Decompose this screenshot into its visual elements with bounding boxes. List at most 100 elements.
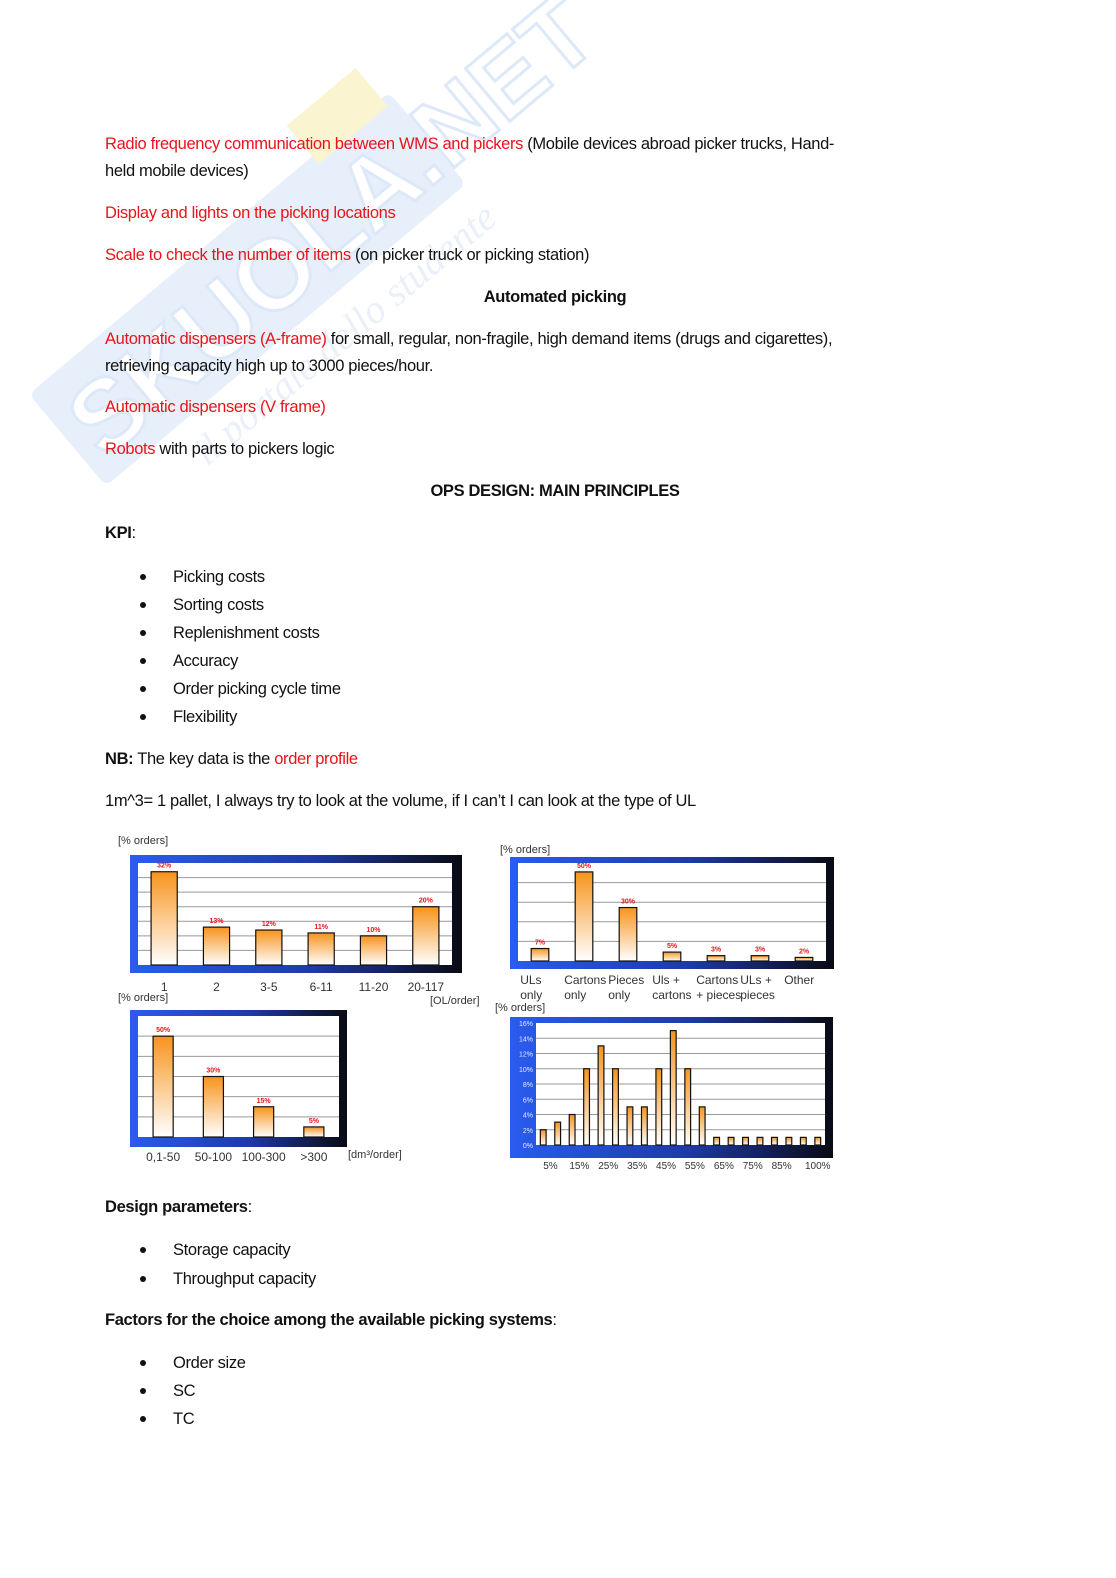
plot-area <box>138 863 452 965</box>
bar <box>662 951 682 962</box>
x-tick-label: 15% <box>569 1161 590 1172</box>
x-tick-label: 20-117 <box>407 980 445 994</box>
value-label: 11% <box>314 924 328 931</box>
y-tick-label: 6% <box>523 1097 533 1104</box>
value-label: 5% <box>309 1118 320 1125</box>
x-tick-label: 6-11 <box>309 980 333 994</box>
bar <box>669 1030 677 1146</box>
bar <box>742 1136 750 1146</box>
bar <box>152 1035 174 1138</box>
list-item-label: Picking costs <box>173 568 265 586</box>
bar <box>684 1068 692 1146</box>
value-label: 12% <box>262 921 277 928</box>
list-item-label: SC <box>173 1382 196 1400</box>
x-axis-label: [OL/order] <box>430 995 480 1007</box>
value-label: 10% <box>366 927 381 934</box>
x-tick-label: Cartons + pieces <box>696 973 742 1002</box>
body-text: for small, regular, non-fragile, high de… <box>326 330 833 348</box>
bullet-icon <box>140 1275 146 1282</box>
list-item-label: Order size <box>173 1354 246 1372</box>
x-tick-label: 65% <box>713 1161 734 1172</box>
bullet-icon <box>140 658 146 664</box>
bar <box>770 1136 778 1146</box>
x-tick-label: 85% <box>771 1161 792 1172</box>
x-tick-label: 50-100 <box>194 1150 233 1164</box>
highlight-text: Robots <box>105 440 156 458</box>
x-tick-label: ULs + pieces <box>740 973 775 1002</box>
list-item-label: Flexibility <box>173 708 237 726</box>
bar <box>359 935 388 966</box>
value-label: 30% <box>621 899 636 906</box>
y-axis-label: [% orders] <box>118 835 169 847</box>
value-label: 2% <box>799 948 810 955</box>
value-label: 50% <box>577 863 592 870</box>
list-item-label: Replenishment costs <box>173 624 320 642</box>
x-tick-label: ULs only <box>520 973 543 1002</box>
x-tick-label: 35% <box>627 1161 648 1172</box>
x-tick-label: 3-5 <box>260 980 278 994</box>
bullet-icon <box>140 574 146 580</box>
factors-label: Factors for the choice among the availab… <box>105 1307 557 1334</box>
x-tick-label: 25% <box>598 1161 619 1172</box>
bar-chart: 0% 2% 4% 6% 8% 10% 12% 14% 16% <box>510 1017 833 1158</box>
paragraph-vframe: Automatic dispensers (V frame) <box>105 398 326 416</box>
x-axis-label: [dm³/order] <box>348 1149 402 1161</box>
bar <box>202 926 231 966</box>
value-label: 5% <box>667 943 678 950</box>
colon: : <box>552 1311 557 1329</box>
bar <box>785 1136 793 1146</box>
bar <box>655 1068 663 1146</box>
bar <box>303 1126 325 1138</box>
bar-chart: 7% 50% 30% 5% 3% 3% 2% <box>510 857 834 969</box>
bar <box>568 1113 576 1146</box>
x-tick-label: 100-300 <box>241 1150 286 1164</box>
x-tick-label: 100% <box>804 1161 831 1172</box>
bar <box>530 947 550 962</box>
highlight-text: Radio frequency communication between WM… <box>105 135 523 153</box>
bullet-icon <box>140 714 146 720</box>
label-bold: KPI <box>105 524 132 542</box>
x-tick-label: 2 <box>213 980 220 994</box>
bar <box>150 871 178 966</box>
heading-ops-design: OPS DESIGN: MAIN PRINCIPLES <box>430 482 680 500</box>
bullet-icon <box>140 1416 146 1422</box>
paragraph-aframe: Automatic dispensers (A-frame) for small… <box>105 326 833 353</box>
value-label: 7% <box>535 940 546 947</box>
x-tick-label: 0,1-50 <box>146 1150 181 1164</box>
bullet-icon <box>140 1247 146 1253</box>
x-tick-label: 11-20 <box>358 980 389 994</box>
highlight-text: Scale to check the number of items <box>105 246 351 264</box>
list-item-label: TC <box>173 1410 195 1428</box>
bar <box>814 1136 822 1146</box>
list-item-label: Order picking cycle time <box>173 680 341 698</box>
label-bold: Factors for the choice among the availab… <box>105 1311 553 1329</box>
bullet-icon <box>140 630 146 636</box>
bar <box>640 1106 648 1146</box>
design-label: Design parameters: <box>105 1194 252 1221</box>
bar <box>252 1106 275 1138</box>
paragraph-rf-cont: held mobile devices) <box>105 162 249 180</box>
paragraph-robots: Robots with parts to pickers logic <box>105 436 335 463</box>
y-axis-label: [% orders] <box>118 992 169 1004</box>
paragraph-nb: NB: The key data is the order profile <box>105 746 358 773</box>
highlight-text: order profile <box>274 750 358 768</box>
bar <box>412 906 440 966</box>
heading-automated-picking: Automated picking <box>483 288 627 306</box>
bar-chart: 32% 13% 12% 11% 10% 20% <box>130 855 462 973</box>
y-tick-label: 2% <box>523 1128 533 1135</box>
paragraph-display: Display and lights on the picking locati… <box>105 204 396 222</box>
x-tick-label: Cartons only <box>564 973 607 1002</box>
bar <box>574 871 594 962</box>
bar <box>611 1068 619 1146</box>
bullet-icon <box>140 602 146 608</box>
y-tick-label: 14% <box>519 1036 533 1043</box>
bar <box>750 955 770 962</box>
kpi-label: KPI: <box>105 520 136 547</box>
value-label: 20% <box>419 898 434 905</box>
paragraph-aframe-cont: retrieving capacity high up to 3000 piec… <box>105 357 434 375</box>
label-bold: NB: <box>105 750 134 768</box>
y-tick-label: 0% <box>523 1143 533 1150</box>
bar <box>626 1106 634 1146</box>
bar-chart: 50% 30% 15% 5% <box>130 1010 347 1147</box>
bar <box>706 955 726 962</box>
